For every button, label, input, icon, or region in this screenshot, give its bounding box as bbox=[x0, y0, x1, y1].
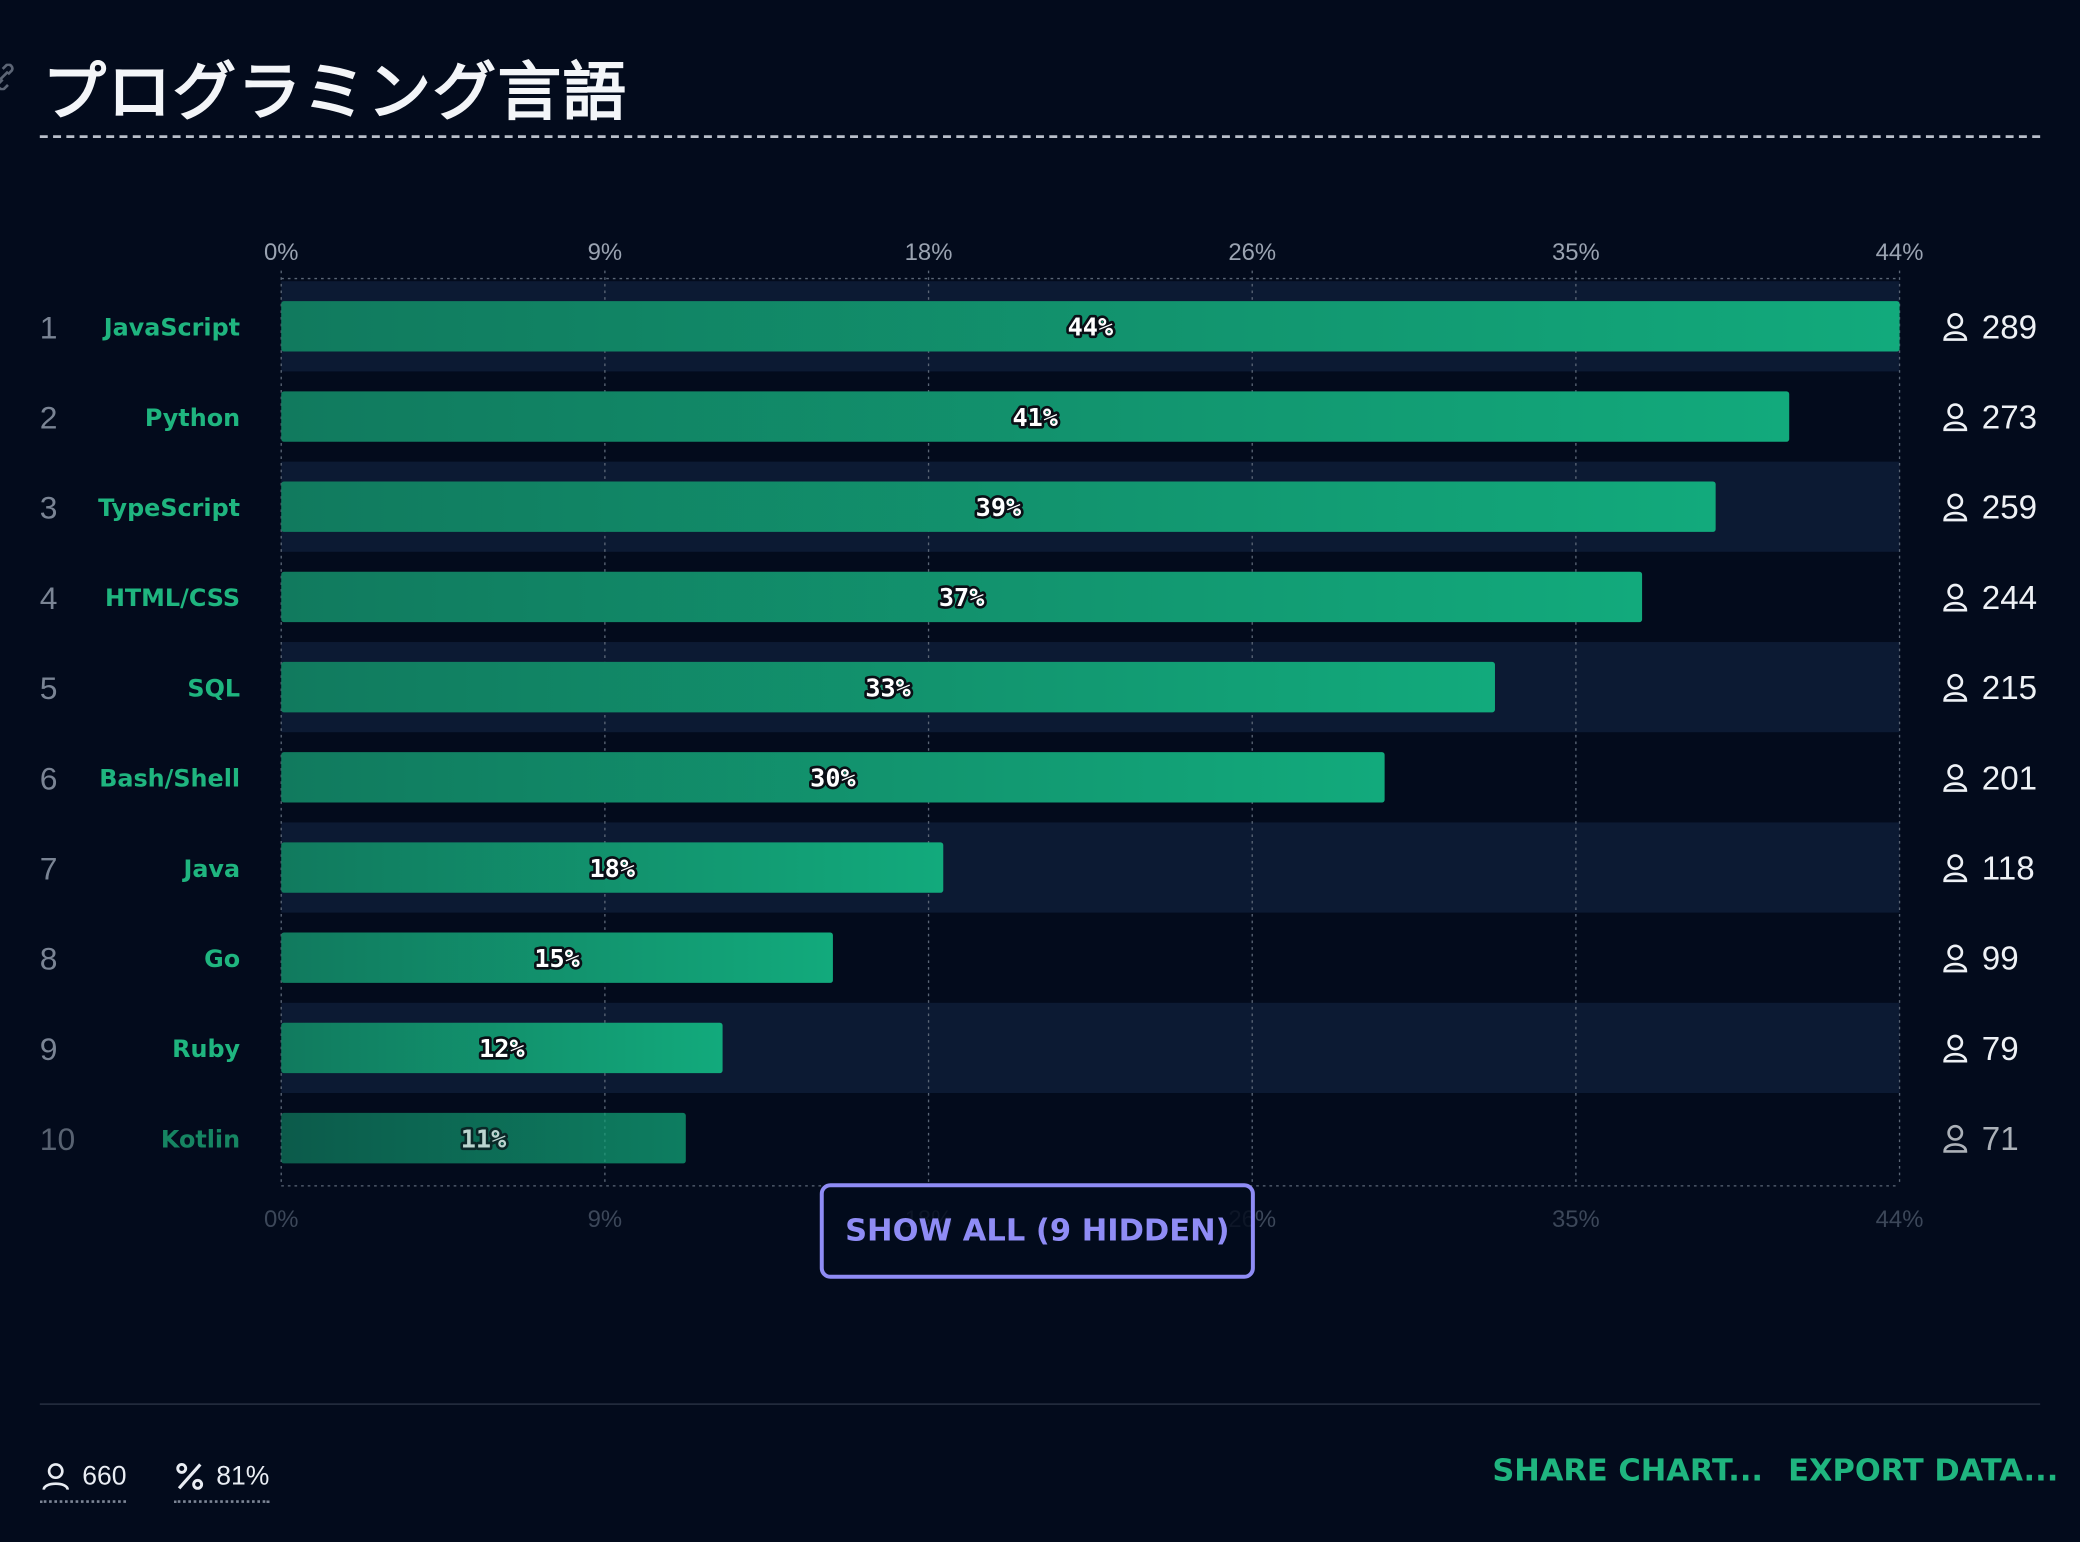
total-percent-value: 81% bbox=[216, 1461, 270, 1491]
user-icon bbox=[1943, 764, 1968, 792]
bar-value-label: 11% bbox=[461, 1124, 507, 1153]
respondent-count: 201 bbox=[1982, 760, 2037, 797]
total-percent-stat[interactable]: 81% bbox=[173, 1455, 270, 1503]
total-users-stat[interactable]: 660 bbox=[39, 1455, 127, 1503]
user-icon bbox=[1943, 1034, 1968, 1063]
category-label: Ruby bbox=[172, 1035, 240, 1063]
bar[interactable] bbox=[281, 752, 1385, 803]
bar[interactable] bbox=[281, 1022, 723, 1074]
row-rank: 3 bbox=[40, 490, 58, 526]
bar[interactable] bbox=[281, 932, 833, 983]
bar-chart: 0%0%9%9%18%18%26%26%35%35%44%44%1JavaScr… bbox=[40, 239, 2037, 1233]
tick-label-top: 26% bbox=[1228, 239, 1276, 266]
link-icon[interactable] bbox=[0, 63, 19, 91]
user-icon bbox=[1943, 313, 1968, 341]
row-rank: 2 bbox=[40, 399, 58, 435]
category-label: JavaScript bbox=[102, 314, 240, 342]
tick-label-bottom: 9% bbox=[588, 1206, 622, 1233]
bar[interactable] bbox=[281, 842, 944, 893]
tick-label-top: 44% bbox=[1876, 239, 1924, 266]
category-label: Kotlin bbox=[161, 1125, 240, 1153]
show-all-button[interactable]: SHOW ALL (9 HIDDEN) bbox=[819, 1183, 1255, 1279]
user-icon bbox=[1943, 944, 1968, 973]
bar-value-label: 18% bbox=[589, 854, 635, 883]
category-label: TypeScript bbox=[98, 494, 240, 522]
respondent-count: 215 bbox=[1982, 670, 2037, 707]
bar-value-label: 39% bbox=[976, 493, 1022, 522]
tick-label-bottom: 44% bbox=[1876, 1206, 1924, 1233]
row-rank: 10 bbox=[40, 1121, 75, 1157]
respondent-count: 244 bbox=[1982, 580, 2037, 617]
tick-label-top: 18% bbox=[905, 239, 953, 266]
user-icon bbox=[1943, 673, 1968, 702]
tick-label-top: 35% bbox=[1552, 239, 1600, 266]
category-label: HTML/CSS bbox=[105, 584, 240, 612]
bar[interactable] bbox=[281, 661, 1495, 713]
user-icon bbox=[1943, 403, 1968, 432]
row-rank: 8 bbox=[40, 941, 58, 977]
bar-value-label: 30% bbox=[810, 764, 855, 793]
title-divider bbox=[39, 135, 2041, 138]
respondent-count: 79 bbox=[1982, 1031, 2019, 1068]
category-label: Java bbox=[181, 855, 240, 883]
row-rank: 9 bbox=[40, 1031, 58, 1067]
row-rank: 5 bbox=[40, 670, 58, 706]
respondent-count: 118 bbox=[1982, 850, 2035, 887]
export-data-link[interactable]: EXPORT DATA... bbox=[1788, 1453, 2059, 1489]
user-icon bbox=[1943, 1124, 1968, 1153]
row-rank: 6 bbox=[40, 760, 58, 796]
tick-label-bottom: 35% bbox=[1552, 1206, 1600, 1233]
user-icon bbox=[1943, 583, 1968, 612]
user-icon bbox=[1943, 493, 1968, 522]
bar-value-label: 41% bbox=[1012, 403, 1058, 432]
bar[interactable] bbox=[281, 1112, 686, 1164]
bar[interactable] bbox=[281, 481, 1716, 532]
respondent-count: 273 bbox=[1982, 399, 2037, 436]
bar-value-label: 15% bbox=[534, 944, 580, 973]
bar-value-label: 37% bbox=[939, 583, 985, 612]
row-rank: 1 bbox=[40, 309, 58, 345]
percent-icon bbox=[176, 1462, 204, 1490]
category-label: Go bbox=[204, 945, 240, 973]
user-icon bbox=[42, 1463, 69, 1491]
respondent-count: 71 bbox=[1982, 1121, 2019, 1158]
bar-value-label: 44% bbox=[1068, 313, 1114, 342]
category-label: Python bbox=[145, 404, 240, 432]
category-label: SQL bbox=[187, 674, 240, 702]
user-icon bbox=[1943, 854, 1968, 883]
category-label: Bash/Shell bbox=[99, 765, 240, 793]
row-rank: 4 bbox=[40, 580, 58, 616]
tick-label-top: 9% bbox=[588, 239, 622, 266]
bar-value-label: 33% bbox=[865, 673, 911, 702]
chart-title: プログラミング言語 bbox=[42, 55, 628, 130]
tick-label-bottom: 0% bbox=[264, 1206, 298, 1233]
share-chart-link[interactable]: SHARE CHART... bbox=[1492, 1453, 1764, 1489]
bar[interactable] bbox=[281, 301, 1900, 352]
bar-value-label: 12% bbox=[479, 1034, 525, 1063]
respondent-count: 259 bbox=[1982, 490, 2037, 527]
tick-label-top: 0% bbox=[264, 239, 298, 266]
respondent-count: 289 bbox=[1982, 309, 2037, 346]
row-rank: 7 bbox=[40, 850, 58, 886]
total-users-value: 660 bbox=[82, 1461, 127, 1491]
respondent-count: 99 bbox=[1982, 941, 2019, 978]
footer-divider bbox=[39, 1403, 2041, 1405]
bar[interactable] bbox=[281, 571, 1643, 623]
bar[interactable] bbox=[281, 391, 1790, 442]
